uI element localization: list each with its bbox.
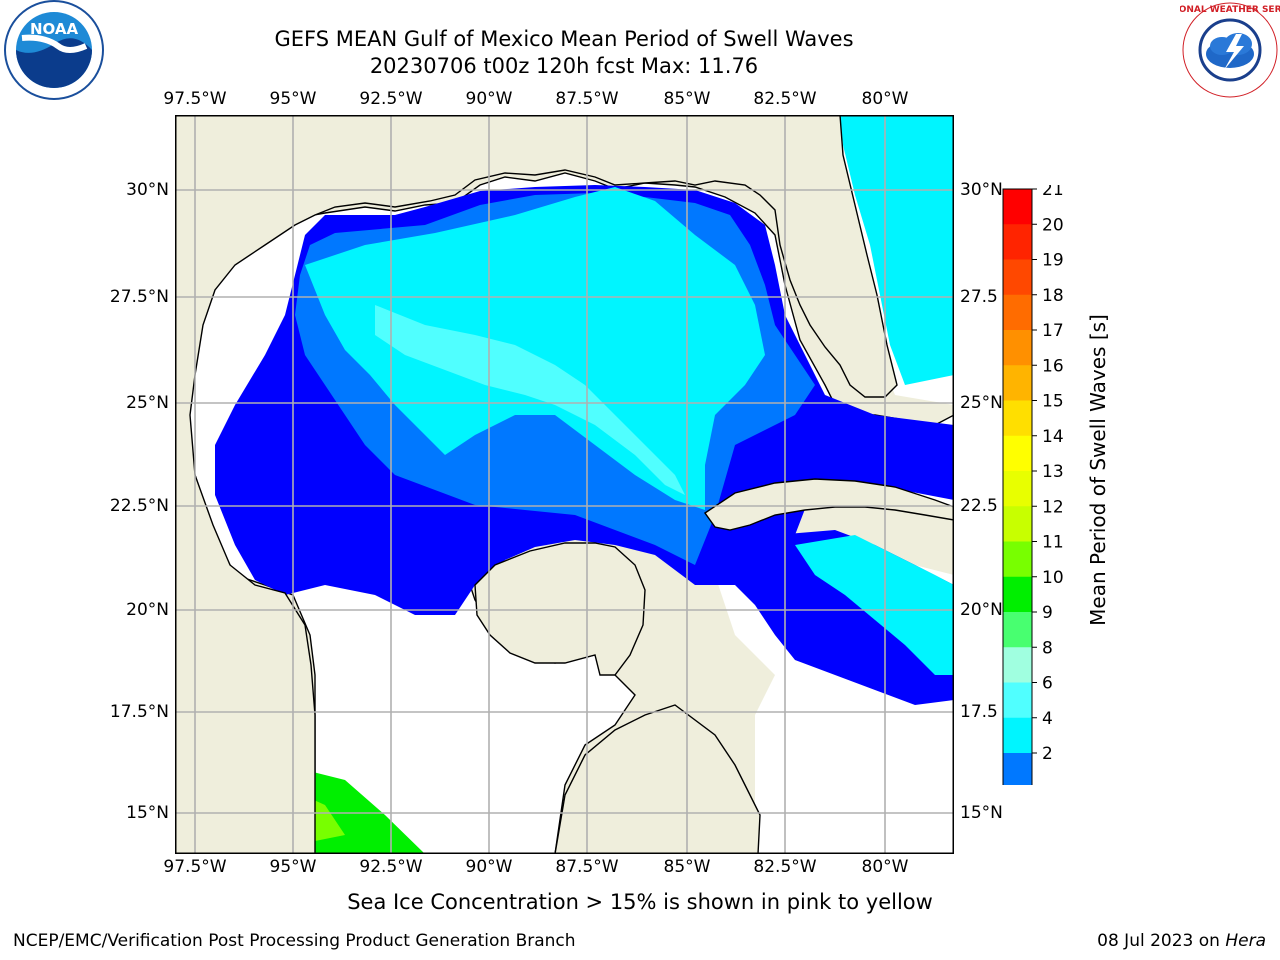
graticule: [175, 115, 954, 854]
lat-label-left: 17.5°N: [109, 702, 169, 722]
chart-title: GEFS MEAN Gulf of Mexico Mean Period of …: [274, 27, 854, 51]
colorbar-segment: [1003, 400, 1032, 437]
footer-date: 08 Jul 2023 on Hera: [1097, 931, 1266, 951]
colorbar-tick-label: 15: [1042, 392, 1064, 412]
colorbar-tick-label: 16: [1042, 356, 1064, 376]
colorbar-tick-label: 19: [1042, 251, 1064, 271]
colorbar-tick-label: 18: [1042, 286, 1064, 306]
colorbar-tick-label: 12: [1042, 497, 1064, 517]
colorbar-tick-label: 11: [1042, 533, 1064, 553]
colorbar-segment: [1003, 682, 1032, 719]
lon-label-top: 90°W: [465, 89, 513, 109]
colorbar-segment: [1003, 717, 1032, 754]
lon-label-top: 82.5°W: [753, 89, 817, 109]
colorbar: 21 20 19 18 17 16 15 14 13 12 11 10 9 8 6 4 2: [1002, 185, 1064, 785]
colorbar-tick-label: 13: [1042, 462, 1064, 482]
lat-label-right: 30°N: [960, 180, 1003, 200]
lon-label-bottom: 85°W: [663, 857, 711, 877]
colorbar-tick-label: 20: [1042, 215, 1064, 235]
lon-label-top: 85°W: [663, 89, 711, 109]
lon-label-bottom: 97.5°W: [163, 857, 227, 877]
colorbar-segment: [1003, 224, 1032, 260]
colorbar-segment: [1003, 330, 1032, 366]
lat-label-right: 15°N: [960, 803, 1003, 823]
colorbar-segment: [1003, 576, 1032, 613]
central-america-land: [554, 704, 761, 854]
lat-label-right: 22.5: [960, 496, 998, 516]
colorbar-tick-label: 17: [1042, 321, 1064, 341]
lon-label-bottom: 87.5°W: [555, 857, 619, 877]
colorbar-frame: [1002, 188, 1033, 785]
lon-label-top: 87.5°W: [555, 89, 619, 109]
colorbar-segment: [1003, 612, 1032, 648]
lat-label-left: 25°N: [126, 393, 169, 413]
colorbar-tick-label: 10: [1042, 568, 1064, 588]
lon-label-bottom: 95°W: [269, 857, 317, 877]
footer-date-text: 08 Jul 2023 on: [1097, 931, 1226, 951]
lat-label-right: 27.5: [960, 287, 998, 307]
noaa-logo: NOAA: [4, 0, 104, 100]
lat-label-left: 30°N: [126, 180, 169, 200]
colorbar-segment: [1003, 365, 1032, 401]
lat-label-left: 15°N: [126, 803, 169, 823]
colorbar-tick-label: 6: [1042, 674, 1053, 694]
lat-label-left: 20°N: [126, 600, 169, 620]
colorbar-segment: [1003, 541, 1032, 578]
cuba-land: [704, 478, 954, 531]
lon-label-top: 97.5°W: [163, 89, 227, 109]
colorbar-segment: [1003, 294, 1032, 331]
swell-field-8to9: [375, 305, 685, 495]
lat-label-right: 25°N: [960, 393, 1003, 413]
lat-label-left: 22.5°N: [109, 496, 169, 516]
colorbar-segment: [1003, 189, 1032, 225]
colorbar-tick-label: 2: [1042, 744, 1053, 764]
colorbar-segment: [1003, 435, 1032, 472]
colorbar-segment: [1003, 471, 1032, 507]
colorbar-tick-label: 8: [1042, 638, 1053, 658]
lon-label-top: 95°W: [269, 89, 317, 109]
footer-credit: NCEP/EMC/Verification Post Processing Pr…: [13, 931, 576, 951]
colorbar-segment: [1003, 259, 1032, 296]
chart-subtitle: 20230706 t00z 120h fcst Max: 11.76: [369, 54, 759, 78]
map-panel: [175, 115, 954, 854]
nws-logo-text: NATIONAL WEATHER SERVICE: [1180, 5, 1280, 15]
lon-label-top: 80°W: [861, 89, 909, 109]
lon-label-bottom: 80°W: [861, 857, 909, 877]
swell-field-6to8: [305, 187, 765, 510]
swell-field-atlantic: [840, 115, 954, 385]
lat-label-right: 17.5: [960, 702, 998, 722]
colorbar-segment: [1003, 753, 1032, 785]
colorbar-tick-label: 9: [1042, 603, 1053, 623]
national-weather-service-logo: NATIONAL WEATHER SERVICE: [1180, 2, 1280, 98]
lon-label-top: 92.5°W: [359, 89, 423, 109]
lat-label-left: 27.5°N: [109, 287, 169, 307]
footer-host: Hera: [1225, 931, 1266, 951]
swell-field-carib-6to8: [795, 535, 954, 675]
colorbar-segment: [1003, 506, 1032, 542]
florida-land: [175, 115, 898, 854]
lon-label-bottom: 90°W: [465, 857, 513, 877]
sea-ice-caption: Sea Ice Concentration > 15% is shown in …: [347, 890, 933, 914]
noaa-logo-text: NOAA: [30, 20, 79, 38]
colorbar-tick-label: 4: [1042, 709, 1053, 729]
colorbar-tick-label: 21: [1042, 185, 1064, 200]
lon-label-bottom: 92.5°W: [359, 857, 423, 877]
colorbar-label: Mean Period of Swell Waves [s]: [1086, 314, 1110, 626]
colorbar-tick-label: 14: [1042, 427, 1064, 447]
yucatan-land: [474, 542, 646, 676]
lat-label-right: 20°N: [960, 600, 1003, 620]
colorbar-segment: [1003, 647, 1032, 683]
lon-label-bottom: 82.5°W: [753, 857, 817, 877]
